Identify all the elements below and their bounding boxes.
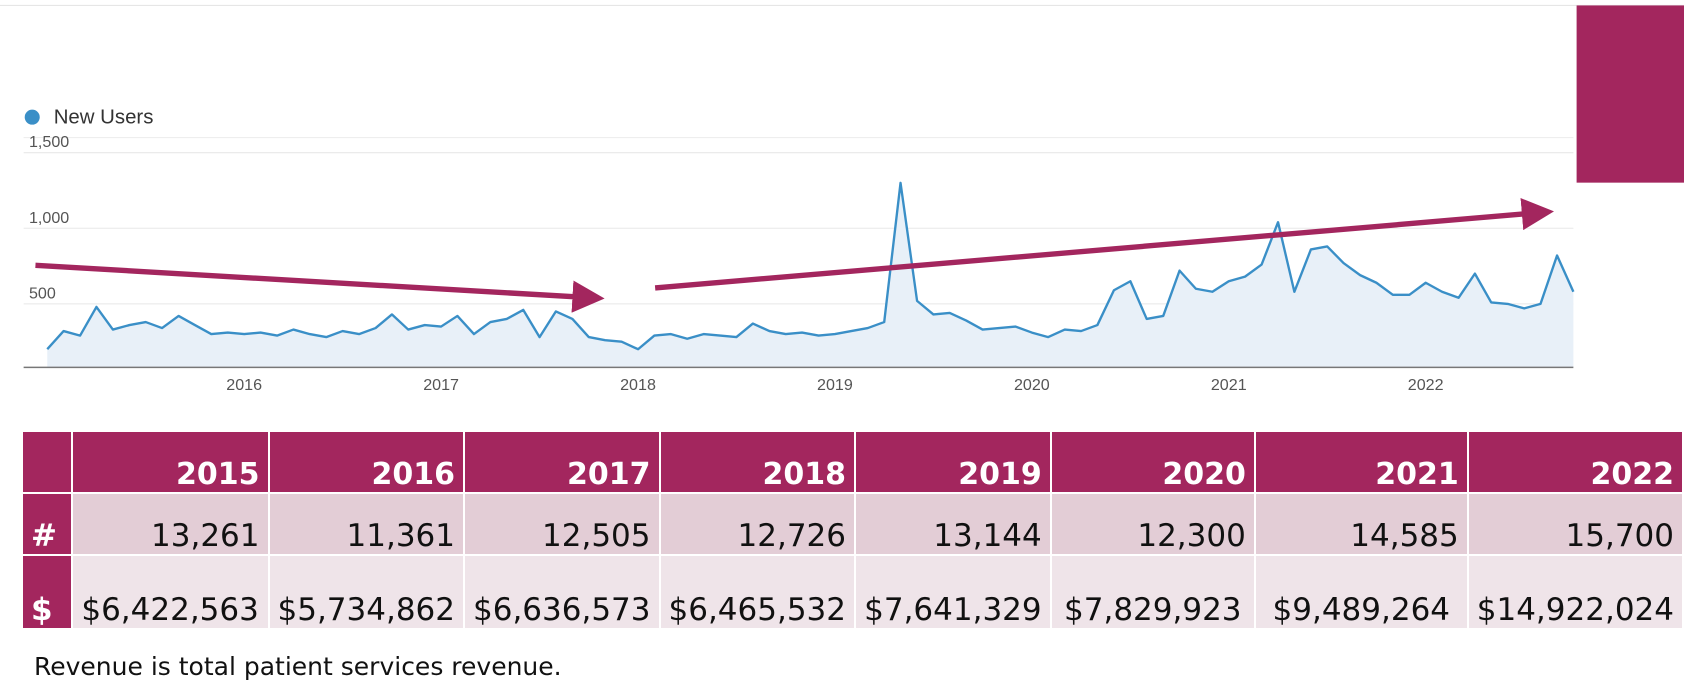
x-tick-label: 2019 [817, 376, 853, 394]
plot-area: 500 1,000 1,500 2016 2017 2018 2019 2020 2021 202… [23, 107, 1575, 394]
year-header: 2017 [465, 432, 659, 492]
table-cell: 13,261 [72, 494, 268, 554]
chart: 500 1,000 1,500 2016 2017 2018 2019 2020 2021 202… [0, 4, 1684, 394]
table-cell: $7,829,923 [1051, 556, 1254, 628]
table-row: #13,261 11,361 12,505 12,726 13,144 12,300 14,… [23, 494, 1682, 554]
legend-label: New Users [54, 107, 154, 129]
corner-cell [23, 432, 71, 492]
x-tick-label: 2016 [226, 376, 262, 394]
trend-arrow-up [654, 198, 1554, 291]
year-header: 2020 [1051, 432, 1254, 492]
x-tick-label: 2022 [1408, 376, 1444, 394]
table-cell: $6,422,563 [72, 556, 268, 628]
x-tick-label: 2020 [1014, 376, 1050, 394]
line [46, 181, 1575, 351]
table-cell: $6,636,573 [465, 556, 659, 628]
table-cell: $5,734,862 [269, 556, 463, 628]
footnote: Revenue is total patient services revenu… [34, 652, 562, 681]
year-header: 2016 [269, 432, 463, 492]
data-table: 2015 2016 2017 2018 2019 2020 2021 2022 #13,261 1… [21, 430, 1684, 630]
table-cell: 15,700 [1468, 494, 1682, 554]
header-row: 2015 2016 2017 2018 2019 2020 2021 2022 [23, 432, 1682, 492]
row-label: # [23, 494, 71, 554]
accent-block [1576, 5, 1684, 183]
table-cell: $7,641,329 [856, 556, 1050, 628]
year-header: 2022 [1468, 432, 1682, 492]
y-tick-label: 1,000 [29, 209, 69, 227]
trend-arrow-down [35, 262, 605, 313]
row-label: $ [23, 556, 71, 628]
x-tick-label: 2021 [1211, 376, 1247, 394]
table-cell: $9,489,264 [1255, 556, 1467, 628]
table-cell: 13,144 [856, 494, 1050, 554]
table-cell: $6,465,532 [660, 556, 854, 628]
table-cell: $14,922,024 [1468, 556, 1682, 628]
y-tick-label: 500 [29, 284, 56, 302]
y-tick-label: 1,500 [29, 133, 69, 151]
x-tick-label: 2017 [423, 376, 459, 394]
table-cell: 14,585 [1255, 494, 1467, 554]
year-header: 2021 [1255, 432, 1467, 492]
year-header: 2018 [660, 432, 854, 492]
area [47, 182, 1574, 368]
table-cell: 11,361 [269, 494, 463, 554]
table-row: $ $6,422,563 $5,734,862 $6,636,573 $6,465,53… [23, 556, 1682, 628]
year-header: 2019 [856, 432, 1050, 492]
table-cell: 12,505 [465, 494, 659, 554]
year-header: 2015 [72, 432, 268, 492]
table-cell: 12,300 [1051, 494, 1254, 554]
x-tick-label: 2018 [620, 376, 656, 394]
legend-marker [24, 109, 40, 125]
table-cell: 12,726 [660, 494, 854, 554]
